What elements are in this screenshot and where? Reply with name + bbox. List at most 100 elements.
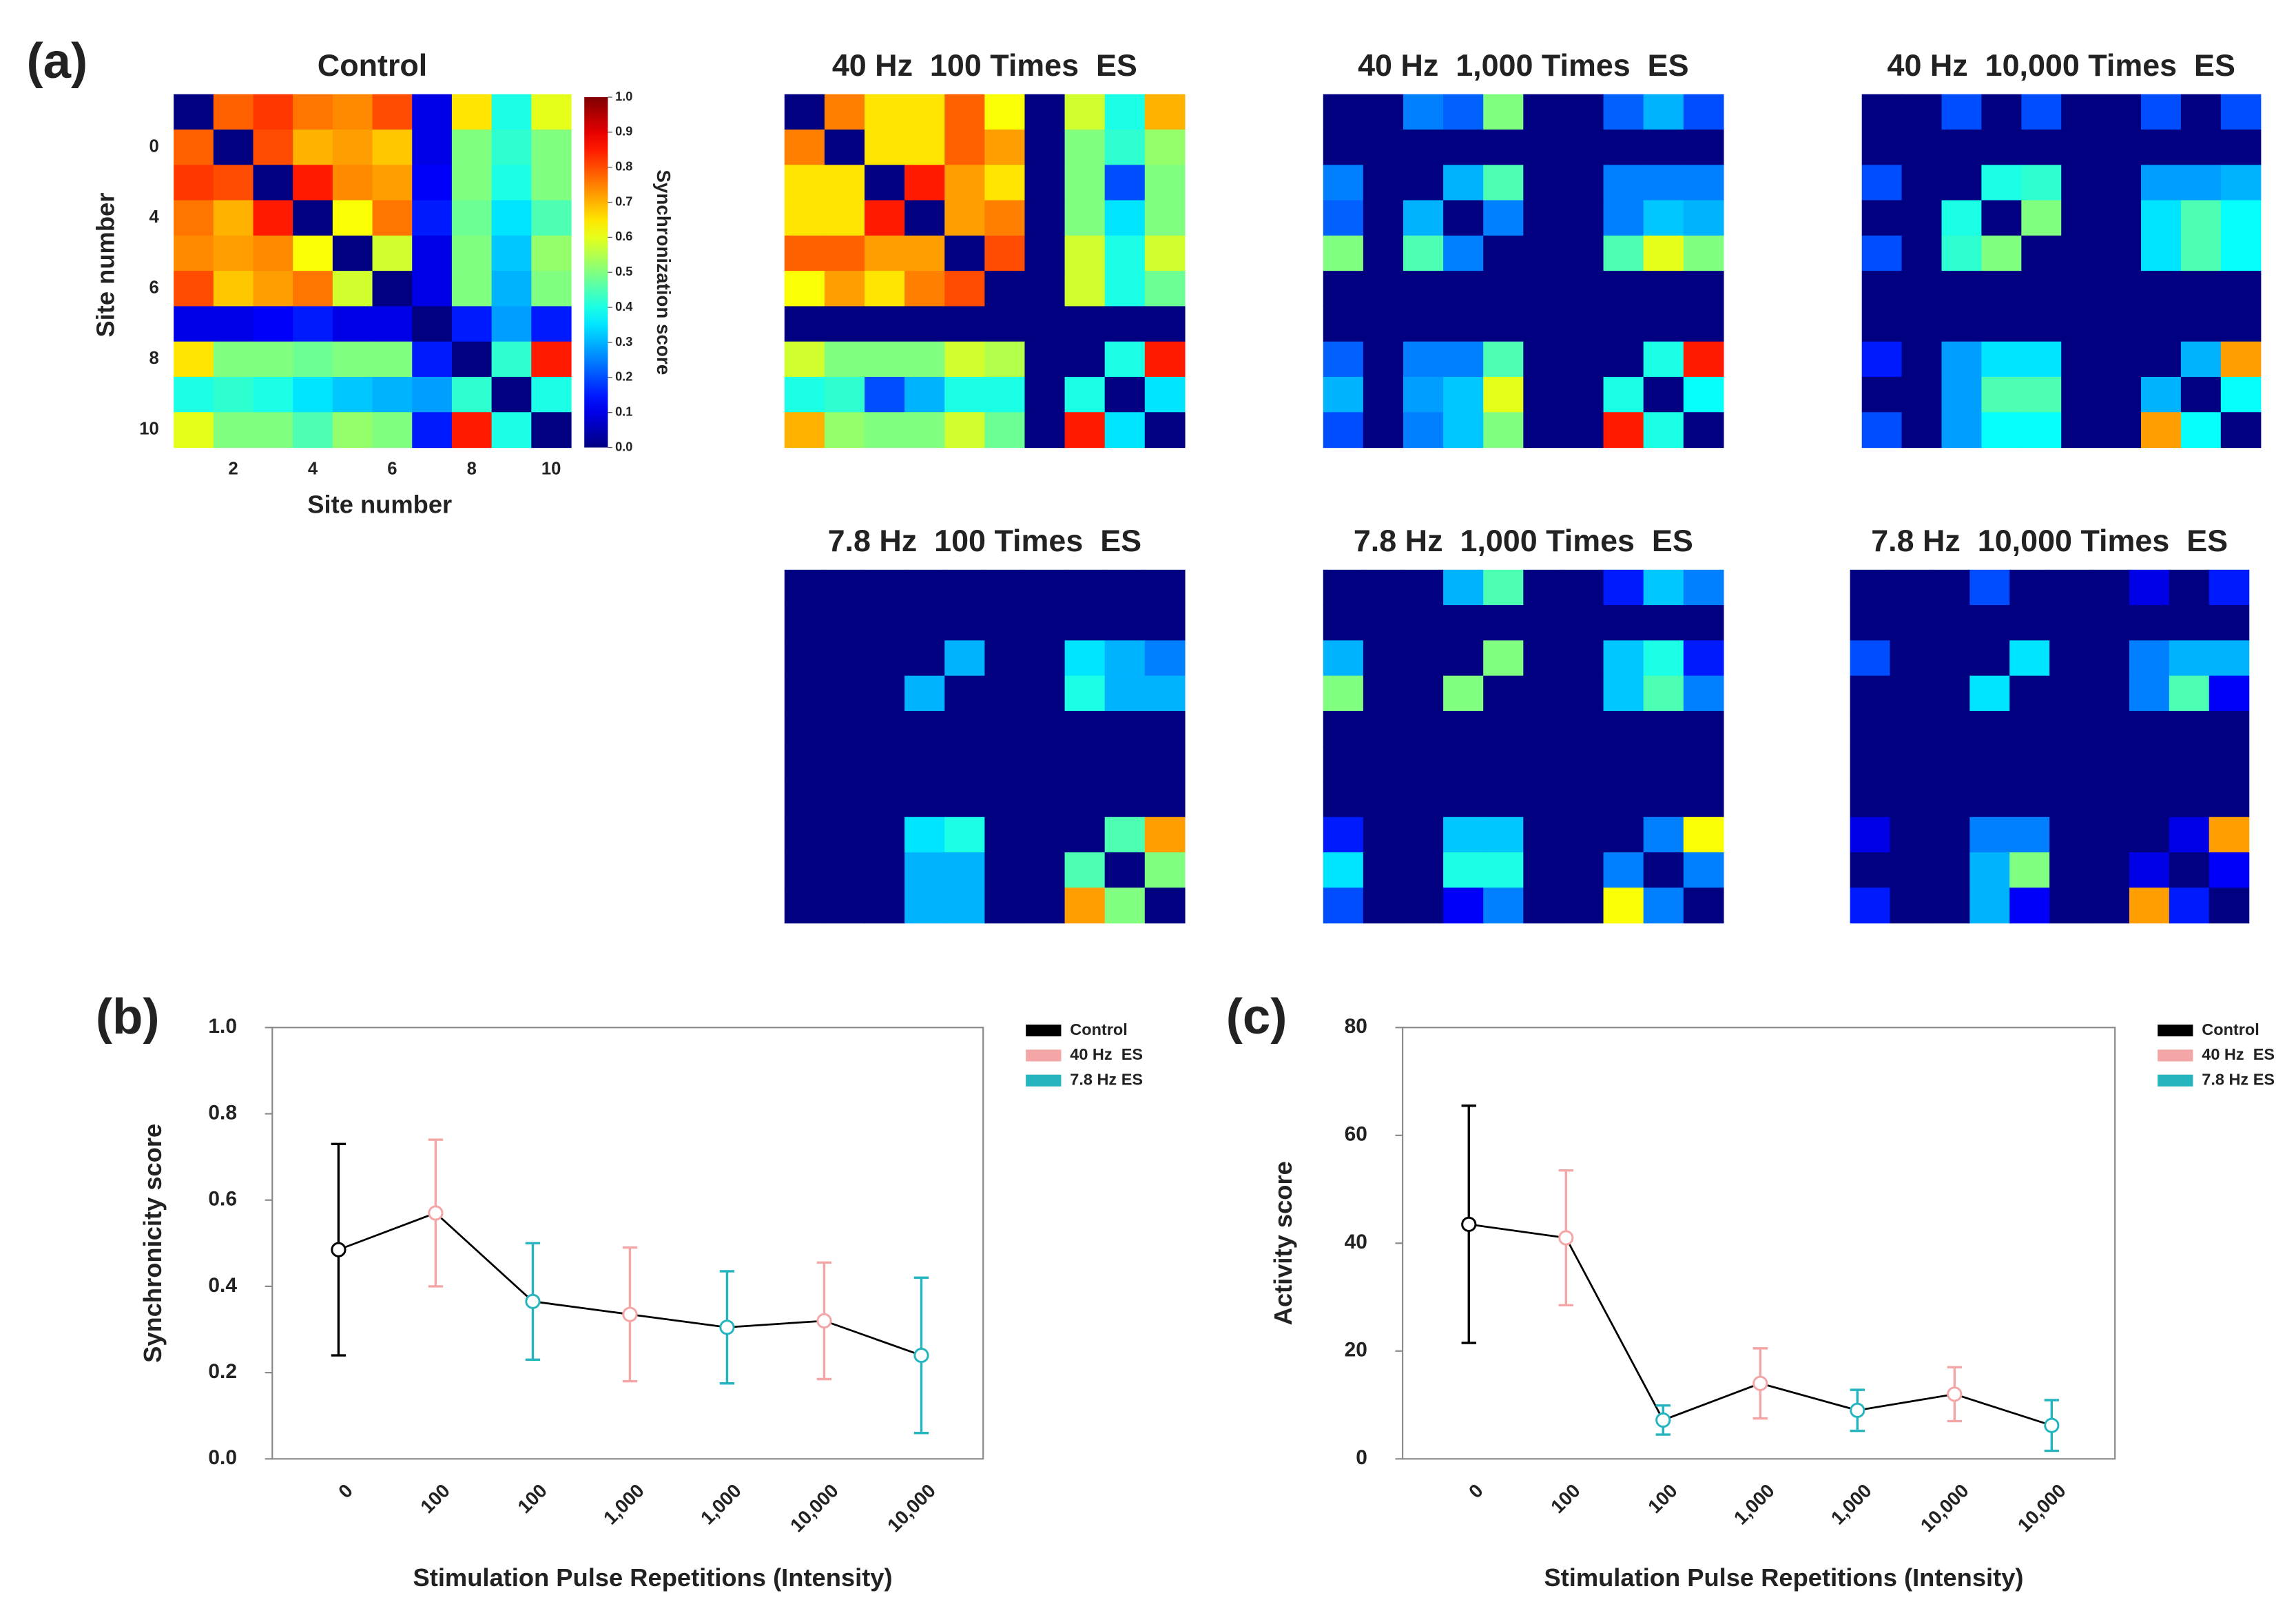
heatmap-cell <box>2129 640 2170 677</box>
heatmap-cell <box>784 675 825 712</box>
x-tick-label: 1,000 <box>1827 1480 1876 1529</box>
heatmap-cell <box>784 94 825 130</box>
heatmap-cell <box>1643 341 1684 378</box>
heatmap-cell <box>1683 130 1724 165</box>
heatmap-cell <box>1603 887 1644 924</box>
heatmap-cell <box>2061 341 2102 378</box>
heatmap-cell <box>865 271 905 307</box>
heatmap-cell <box>451 376 493 413</box>
heatmap-cell <box>451 94 493 130</box>
heatmap-cell <box>1901 271 1943 307</box>
heatmap-cell <box>1901 165 1943 201</box>
heatmap-cell <box>1483 94 1524 130</box>
legend-swatch <box>1026 1049 1062 1062</box>
heatmap-cell <box>1024 341 1066 378</box>
heatmap-cell <box>865 781 905 818</box>
y-axis-label: Activity score <box>1269 1161 1297 1325</box>
heatmap-cell <box>1969 675 2010 712</box>
heatmap-cell <box>1443 200 1484 236</box>
x-tick-label: 10,000 <box>1916 1480 1973 1537</box>
heatmap-cell <box>1603 271 1644 307</box>
heatmap-cell <box>2129 710 2170 747</box>
heatmap-cell <box>1643 852 1684 888</box>
heatmap-cell <box>174 130 214 165</box>
heatmap-cell <box>984 640 1026 677</box>
heatmap-cell <box>1683 746 1724 783</box>
heatmap-cell <box>1563 130 1604 165</box>
heatmap-cell <box>2049 605 2090 641</box>
heatmap-cell <box>1144 412 1186 449</box>
heatmap-cell <box>1981 130 2022 165</box>
heatmap-cell <box>1969 569 2010 606</box>
heatmap-cell <box>1323 306 1364 342</box>
heatmap-cell <box>784 852 825 888</box>
heatmap-cell <box>1144 130 1186 165</box>
heatmap-cell <box>944 746 985 783</box>
heatmap-cell <box>1850 887 1891 924</box>
heatmap-cell <box>1683 306 1724 342</box>
heatmap-cell <box>2101 130 2142 165</box>
heatmap-cell <box>213 235 254 271</box>
heatmap-cell <box>2129 816 2170 853</box>
heatmap-cell <box>1144 887 1186 924</box>
heatmap-cell <box>1443 816 1484 853</box>
heatmap-cell <box>1323 710 1364 747</box>
heatmap-cell <box>2209 710 2250 747</box>
heatmap-cell <box>332 130 373 165</box>
heatmap-cell <box>1323 165 1364 201</box>
heatmap-cell <box>1603 569 1644 606</box>
heatmap-cell <box>865 640 905 677</box>
heatmap-cell <box>1483 746 1524 783</box>
heatmap-cell <box>1890 605 1931 641</box>
heatmap-cell <box>253 271 293 307</box>
heatmap-cell <box>1483 341 1524 378</box>
heatmap-cell <box>1144 235 1186 271</box>
heatmap-cell <box>1861 271 1903 307</box>
data-point <box>331 1242 347 1257</box>
colorbar-tick-label: 0.0 <box>615 440 632 453</box>
heatmap-cell <box>1024 640 1066 677</box>
heatmap-cell <box>904 746 945 783</box>
data-point <box>1752 1375 1768 1391</box>
x-tick-label: 100 <box>513 1480 551 1518</box>
heatmap-cell <box>1683 200 1724 236</box>
heatmap-cell <box>2180 94 2222 130</box>
y-tick-label: 1.0 <box>208 1015 237 1038</box>
heatmap-cell <box>1643 816 1684 853</box>
heatmap-cell <box>2180 235 2222 271</box>
heatmap-cell <box>1603 341 1644 378</box>
y-tick-label: 0.0 <box>208 1446 237 1469</box>
heatmap-cell <box>1683 376 1724 413</box>
heatmap-title: 40 Hz 10,000 Times ES <box>1888 48 2235 83</box>
x-tick-label: 10,000 <box>883 1480 940 1537</box>
heatmap-cell <box>2169 887 2210 924</box>
heatmap-cell <box>293 94 333 130</box>
heatmap-cell <box>1969 816 2010 853</box>
heatmap-cell <box>944 569 985 606</box>
heatmap-cell <box>2180 165 2222 201</box>
colorbar-tick-label: 0.3 <box>615 335 632 349</box>
heatmap-cell <box>1443 94 1484 130</box>
heatmap-cell <box>1483 235 1524 271</box>
plot-frame <box>1402 1027 2116 1460</box>
heatmap-cell <box>1643 200 1684 236</box>
heatmap-cell <box>1144 605 1186 641</box>
colorbar-tick-label: 0.7 <box>615 194 632 208</box>
heatmap-cell <box>1603 165 1644 201</box>
heatmap-cell <box>1064 852 1106 888</box>
heatmap-cell <box>1403 165 1444 201</box>
heatmap-cell <box>1563 235 1604 271</box>
heatmap-cell <box>1563 887 1604 924</box>
heatmap-cell <box>1403 640 1444 677</box>
heatmap-cell <box>1363 376 1404 413</box>
heatmap-cell <box>1443 746 1484 783</box>
heatmap-cell <box>1323 675 1364 712</box>
heatmap-cell <box>372 306 413 342</box>
heatmap-cell <box>1483 640 1524 677</box>
heatmap-cell <box>1563 200 1604 236</box>
heatmap-cell <box>2209 781 2250 818</box>
legend-swatch <box>1026 1025 1062 1037</box>
heatmap-cell <box>1683 781 1724 818</box>
heatmap-cell <box>1603 852 1644 888</box>
